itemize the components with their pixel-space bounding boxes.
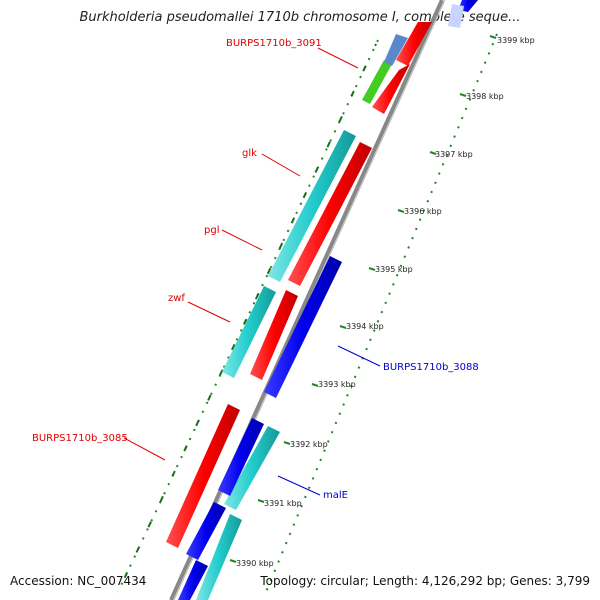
reverse-strand-features: [178, 0, 478, 600]
tick-label: 3391 kbp: [264, 499, 302, 508]
tick-label: 3393 kbp: [318, 380, 356, 389]
tick-label: 3399 kbp: [497, 36, 535, 45]
outer-dotted-track: [265, 33, 498, 593]
forward-strand-features: [166, 22, 432, 548]
cds-glk-forward: [288, 142, 372, 286]
cds-forward-3091b: [372, 64, 410, 114]
inner-dotted-track: [115, 39, 379, 597]
gene-label-burps1710b-3088: BURPS1710b_3088: [383, 362, 479, 373]
tick-label: 3392 kbp: [290, 440, 328, 449]
cds-zwf: [222, 286, 276, 378]
accession-text: Accession: NC_007434: [10, 574, 147, 588]
gene-label-glk: glk: [242, 148, 257, 159]
tick-label: 3397 kbp: [435, 150, 473, 159]
gene-label-burps1710b-3085: BURPS1710b_3085: [32, 433, 128, 444]
cds-top-faded: [448, 4, 464, 28]
tick-label: 3396 kbp: [404, 207, 442, 216]
cds-bottom-reverse2: [178, 560, 208, 600]
tick-label: 3398 kbp: [466, 92, 504, 101]
cds-malE-reverse: [218, 418, 264, 496]
tick-label: 3395 kbp: [375, 265, 413, 274]
cds-green: [362, 60, 392, 104]
gene-label-zwf: zwf: [168, 293, 185, 304]
map-title: Burkholderia pseudomallei 1710b chromoso…: [79, 10, 521, 25]
cds-malE: [224, 426, 280, 510]
cds-bottom: [196, 514, 242, 600]
tick-label: 3390 kbp: [236, 559, 274, 568]
cds-pgl-forward: [250, 290, 298, 380]
cds-steel: [384, 34, 408, 66]
gene-label-malE: malE: [323, 490, 348, 501]
tick-labels: 3399 kbp 3398 kbp 3397 kbp 3396 kbp 3395…: [229, 35, 535, 568]
gene-labels: BURPS1710b_3091 glk pgl zwf BURPS1710b_3…: [32, 38, 479, 501]
cds-glk: [268, 130, 356, 282]
cds-forward-3091: [396, 22, 432, 66]
cds-bottom-reverse: [186, 502, 226, 560]
cds-other-features: [196, 34, 408, 600]
cds-3088-reverse: [264, 256, 342, 398]
cds-3085-forward: [166, 404, 240, 548]
topology-text: Topology: circular; Length: 4,126,292 bp…: [260, 574, 590, 588]
gene-label-burps1710b-3091: BURPS1710b_3091: [226, 38, 322, 49]
tick-label: 3394 kbp: [346, 322, 384, 331]
gene-label-pgl: pgl: [204, 225, 219, 236]
